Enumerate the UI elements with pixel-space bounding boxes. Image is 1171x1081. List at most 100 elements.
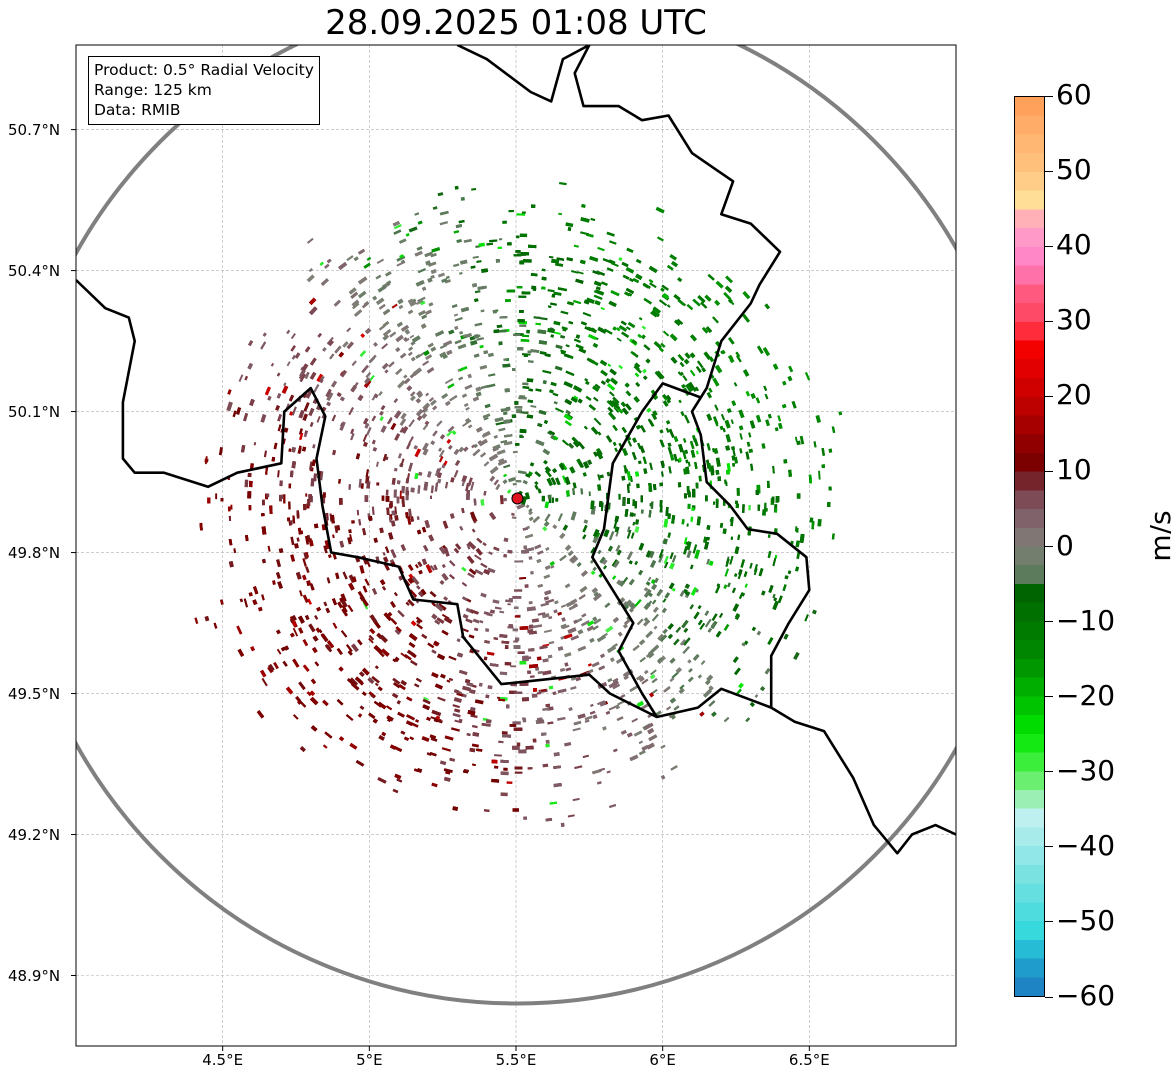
echo-cell xyxy=(534,544,542,550)
echo-cell xyxy=(512,482,517,486)
echo-cell xyxy=(463,402,469,408)
echo-cell xyxy=(621,447,629,457)
echo-cell xyxy=(394,514,399,521)
echo-cell xyxy=(627,526,631,533)
echo-cell xyxy=(546,477,554,487)
echo-cell xyxy=(496,449,506,456)
echo-cell xyxy=(564,742,572,747)
echo-cell xyxy=(422,423,429,431)
echo-cell xyxy=(366,256,372,261)
echo-cell xyxy=(540,689,547,692)
echo-cell xyxy=(444,279,451,284)
echo-cell xyxy=(503,553,508,558)
echo-cell xyxy=(726,463,731,472)
echo-cell xyxy=(502,734,512,738)
echo-cell xyxy=(501,731,508,735)
echo-cell xyxy=(316,416,321,423)
echo-cell xyxy=(543,521,550,527)
echo-cell xyxy=(590,570,596,576)
echo-cell xyxy=(302,558,307,567)
echo-cell xyxy=(496,324,503,328)
echo-cell xyxy=(530,405,537,408)
echo-cell xyxy=(532,287,537,291)
echo-cell xyxy=(351,360,357,367)
echo-cell xyxy=(379,324,386,331)
echo-cell xyxy=(552,691,557,695)
echo-cell xyxy=(484,809,490,812)
echo-cell xyxy=(515,480,522,483)
echo-cell xyxy=(417,268,426,274)
echo-cell xyxy=(640,509,644,514)
echo-cell xyxy=(447,444,453,450)
echo-cell xyxy=(772,593,776,599)
echo-cell xyxy=(461,581,468,587)
echo-cell xyxy=(662,628,668,635)
echo-cell xyxy=(703,351,712,360)
echo-cell xyxy=(551,293,556,298)
echo-cell xyxy=(346,327,352,333)
echo-cell xyxy=(560,604,567,609)
echo-cell xyxy=(406,490,410,496)
echo-cell xyxy=(545,743,550,748)
echo-cell xyxy=(322,492,326,498)
echo-cell xyxy=(573,244,579,248)
echo-cell xyxy=(397,609,405,618)
echo-cell xyxy=(335,572,340,580)
echo-cell xyxy=(677,299,685,306)
echo-cell xyxy=(577,441,585,450)
echo-cell xyxy=(741,504,745,514)
echo-cell xyxy=(483,350,489,355)
echo-cell xyxy=(405,442,411,450)
echo-cell xyxy=(545,703,551,708)
echo-cell xyxy=(230,504,233,510)
echo-cell xyxy=(558,212,563,216)
echo-cell xyxy=(306,691,312,697)
echo-cell xyxy=(592,714,598,720)
echo-cell xyxy=(539,351,547,355)
echo-cell xyxy=(356,509,360,516)
echo-cell xyxy=(439,579,445,585)
echo-cell xyxy=(472,255,479,259)
echo-cell xyxy=(502,220,507,224)
echo-cell xyxy=(559,667,566,672)
echo-cell xyxy=(502,363,511,368)
echo-cell xyxy=(452,704,460,709)
echo-cell xyxy=(643,617,649,622)
echo-cell xyxy=(671,671,679,679)
echo-cell xyxy=(519,626,529,630)
echo-cell xyxy=(665,420,671,425)
echo-cell xyxy=(662,598,667,603)
echo-cell xyxy=(228,515,232,521)
echo-cell xyxy=(515,250,521,253)
echo-cell xyxy=(521,550,525,554)
echo-cell xyxy=(612,396,620,404)
echo-cell xyxy=(548,255,554,259)
echo-cell xyxy=(498,341,503,346)
echo-cell xyxy=(736,355,742,363)
echo-cell xyxy=(554,331,561,336)
echo-cell xyxy=(586,459,593,466)
echo-cell xyxy=(417,296,426,303)
echo-cell xyxy=(527,766,533,770)
echo-cell xyxy=(687,659,692,664)
echo-cell xyxy=(531,204,536,209)
echo-cell xyxy=(654,370,663,380)
echo-cell xyxy=(267,666,274,674)
echo-cell xyxy=(513,640,519,643)
echo-cell xyxy=(515,443,520,446)
echo-cell xyxy=(348,484,351,490)
echo-cell xyxy=(730,419,734,425)
echo-cell xyxy=(259,669,267,678)
echo-cell xyxy=(707,274,715,281)
echo-cell xyxy=(519,435,524,438)
echo-cell xyxy=(620,320,627,326)
echo-cell xyxy=(519,428,527,434)
echo-cell xyxy=(516,286,523,289)
echo-cell xyxy=(269,505,273,514)
echo-cell xyxy=(652,306,662,314)
echo-cell xyxy=(394,628,401,636)
echo-cell xyxy=(409,391,416,397)
echo-cell xyxy=(409,334,415,339)
echo-cell xyxy=(719,522,724,528)
echo-cell xyxy=(413,444,418,450)
